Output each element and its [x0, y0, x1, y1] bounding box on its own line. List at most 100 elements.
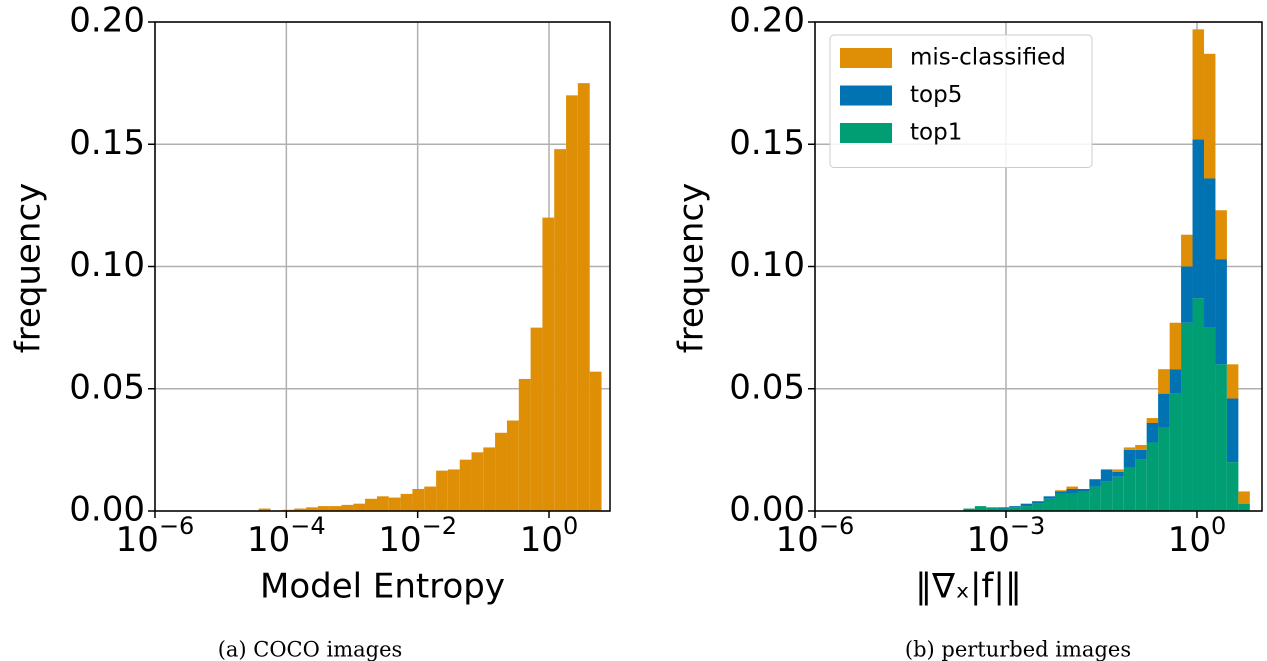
bar [1066, 493, 1078, 511]
bar [1226, 364, 1239, 399]
bar [1123, 466, 1136, 511]
tick-exponent: −4 [290, 512, 325, 540]
bar [1192, 139, 1205, 299]
bar [365, 498, 377, 511]
bar [353, 503, 366, 511]
bar [1020, 503, 1033, 507]
bar [258, 508, 271, 511]
chart: 10−6 10−4 10−2 1000.000.050.100.150.20Model… [9, 1, 611, 661]
bar [1135, 449, 1147, 460]
bar [1181, 266, 1193, 323]
bar [1169, 369, 1182, 394]
x-tick-label: 10−2 [378, 512, 457, 560]
y-tick-label: 0.10 [69, 245, 145, 285]
bar [1204, 53, 1216, 179]
bar [1146, 442, 1159, 511]
bar [1158, 393, 1170, 428]
bar [554, 149, 567, 511]
x-tick-label: 10−4 [247, 512, 326, 560]
bar [577, 83, 590, 511]
bar [1146, 422, 1159, 443]
bar [1055, 493, 1067, 511]
y-tick-label: 0.15 [729, 123, 805, 163]
bar [1112, 476, 1124, 511]
bar [1077, 488, 1090, 492]
bar [376, 496, 389, 511]
bar [1215, 364, 1227, 511]
y-tick-label: 0.05 [729, 367, 805, 407]
tick-exponent: −6 [819, 512, 854, 540]
x-tick-label: 10−3 [967, 512, 1046, 560]
bar [542, 217, 555, 511]
legend: mis-classified top5 top1 [829, 34, 1093, 168]
y-tick-label: 0.15 [69, 123, 145, 163]
y-axis-label: frequency [9, 183, 49, 354]
bar [1066, 488, 1078, 494]
tick-exponent: 0 [563, 512, 578, 540]
bar [1112, 469, 1124, 472]
legend-swatch [840, 123, 892, 143]
legend-box [829, 34, 1093, 168]
tick-base: 10 [116, 520, 159, 560]
bar [589, 371, 602, 511]
bar [986, 507, 998, 511]
bar [1123, 447, 1136, 450]
tick-exponent: −6 [159, 512, 194, 540]
bar [412, 488, 425, 511]
tick-exponent: −3 [1010, 512, 1045, 540]
bar [1089, 486, 1101, 511]
legend-label: top5 [910, 82, 962, 108]
bar [1135, 459, 1147, 511]
bar [1009, 507, 1021, 511]
bar [1238, 503, 1250, 511]
bar [1192, 29, 1205, 140]
bar [1032, 501, 1044, 504]
bar [1238, 491, 1250, 504]
bar [1192, 298, 1205, 511]
tick-base: 10 [378, 520, 421, 560]
bar [1009, 506, 1021, 508]
bar [1204, 327, 1216, 511]
bar [1226, 398, 1239, 463]
tick-base: 10 [1168, 520, 1211, 560]
legend-swatch [840, 48, 892, 68]
y-tick-label: 0.10 [729, 245, 805, 285]
bar [997, 508, 1010, 511]
bar [1055, 491, 1067, 494]
bar [1181, 234, 1193, 267]
caption: (b) perturbed images [905, 638, 1131, 661]
chart: 10−6 10−3 1000.000.050.100.150.20‖∇ₓ|f|‖fr… [672, 1, 1263, 661]
bar [447, 469, 460, 511]
y-tick-label: 0.20 [729, 1, 805, 41]
y-tick-label: 0.00 [729, 490, 805, 530]
bar [1158, 369, 1170, 394]
bar [1100, 469, 1113, 482]
bar [495, 432, 507, 511]
x-axis-label: Model Entropy [260, 567, 505, 607]
x-tick-label: 10−6 [116, 512, 195, 560]
bar [963, 508, 975, 511]
bar [1032, 503, 1044, 511]
legend-swatch [840, 85, 892, 106]
tick-base: 10 [520, 520, 563, 560]
bar [1169, 322, 1182, 370]
bar [1020, 506, 1033, 511]
bar [436, 470, 448, 511]
bar [306, 507, 318, 511]
bar [1215, 210, 1227, 260]
tick-exponent: −2 [422, 512, 457, 540]
caption: (a) COCO images [218, 638, 403, 661]
bar [997, 507, 1010, 509]
tick-base: 10 [776, 520, 819, 560]
x-tick-label: 100 [520, 512, 579, 560]
bar [974, 506, 987, 511]
bar [329, 506, 342, 511]
y-tick-label: 0.05 [69, 367, 145, 407]
bar [1169, 393, 1182, 511]
bar [1066, 486, 1078, 489]
bar [1158, 427, 1170, 511]
legend-label: top1 [910, 120, 962, 146]
bar [471, 452, 484, 511]
bar [1181, 322, 1193, 511]
